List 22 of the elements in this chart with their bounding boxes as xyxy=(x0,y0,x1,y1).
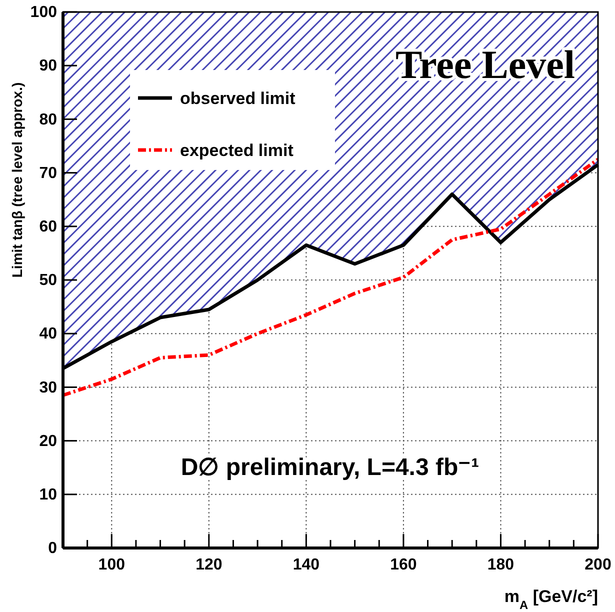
x-tick-label: 160 xyxy=(390,556,417,574)
y-axis-title: Limit tanβ (tree level approx.) xyxy=(9,82,25,278)
y-tick-label: 30 xyxy=(39,379,58,396)
y-tick-label: 70 xyxy=(39,164,58,182)
x-axis-title: m$_{A}$ [GeV/c²] xyxy=(504,587,598,612)
y-tick-label: 90 xyxy=(39,58,58,75)
y-tick-label: 10 xyxy=(39,486,58,504)
y-tick-label: 20 xyxy=(39,432,58,450)
x-tick-label: 200 xyxy=(584,556,612,574)
y-tick-label: 80 xyxy=(39,111,58,128)
annotation: D∅ preliminary, L=4.3 fb⁻¹ xyxy=(180,454,480,481)
x-tick-label: 100 xyxy=(98,556,126,574)
legend-label: expected limit xyxy=(180,141,294,160)
x-tick-label: 180 xyxy=(487,556,514,574)
y-tick-label: 60 xyxy=(39,218,58,236)
x-tick-label: 120 xyxy=(196,556,222,574)
x-tick-label: 140 xyxy=(292,556,320,574)
legend-label: observed limit xyxy=(180,89,296,108)
y-tick-label: 100 xyxy=(30,4,58,22)
y-tick-label: 50 xyxy=(39,272,58,290)
y-tick-label: 40 xyxy=(39,326,58,343)
y-tick-label: 0 xyxy=(48,540,58,558)
